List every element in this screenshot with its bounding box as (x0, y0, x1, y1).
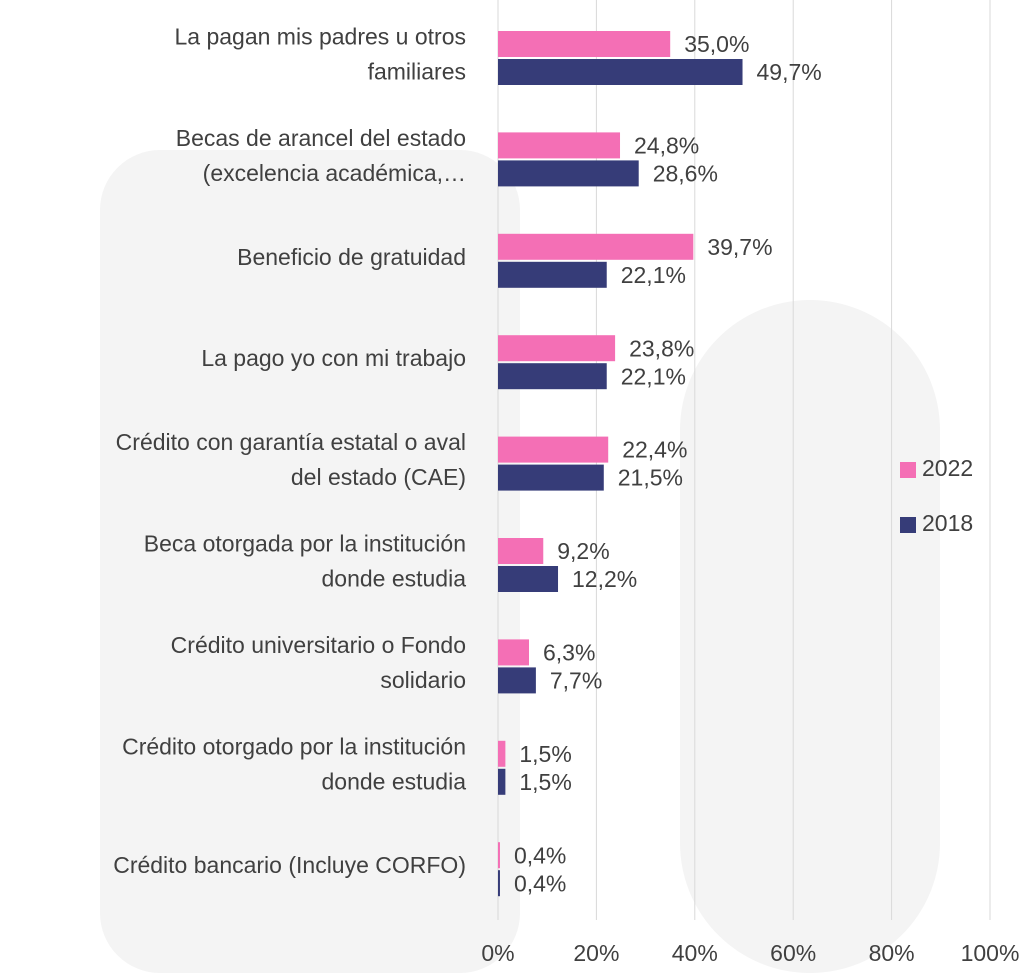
value-label: 49,7% (757, 59, 822, 85)
x-tick-label: 60% (770, 940, 816, 966)
category-label: Crédito bancario (Incluye CORFO) (113, 852, 466, 878)
category-label: Becas de arancel del estado (excelencia a… (176, 125, 466, 186)
value-label: 21,5% (618, 465, 683, 491)
value-label: 22,1% (621, 363, 686, 389)
watermark (100, 150, 940, 973)
value-label: 22,1% (621, 262, 686, 288)
value-label: 6,3% (543, 639, 595, 665)
value-label: 28,6% (653, 160, 718, 186)
value-label: 9,2% (557, 538, 609, 564)
category-label: La pago yo con mi trabajo (201, 345, 466, 371)
value-label: 35,0% (684, 31, 749, 57)
bar (498, 436, 609, 463)
legend-swatch (900, 517, 916, 533)
value-label: 22,4% (622, 437, 687, 463)
bar (498, 59, 743, 85)
x-tick-label: 20% (573, 940, 619, 966)
value-label: 12,2% (572, 566, 637, 592)
bar (498, 363, 607, 390)
legend-label: 2018 (922, 510, 973, 536)
bar (498, 464, 604, 491)
bar (498, 538, 544, 564)
bar (498, 842, 500, 869)
category-label: Beca otorgada por la institución donde es… (144, 531, 466, 592)
bar (498, 667, 536, 694)
bar (498, 31, 671, 57)
x-tick-label: 40% (672, 940, 718, 966)
bar (498, 639, 529, 666)
category-label: La pagan mis padres u otros familiares (174, 24, 466, 85)
value-label: 0,4% (514, 842, 566, 868)
value-label: 24,8% (634, 132, 699, 158)
value-label: 23,8% (629, 335, 694, 361)
value-label: 1,5% (519, 769, 571, 795)
bar (498, 160, 639, 187)
value-label: 1,5% (519, 741, 571, 767)
legend-swatch (900, 462, 916, 478)
x-tick-label: 0% (481, 940, 514, 966)
value-label: 7,7% (550, 667, 602, 693)
category-label: Beneficio de gratuidad (237, 244, 466, 270)
x-tick-label: 100% (961, 940, 1020, 966)
legend-label: 2022 (922, 455, 973, 481)
bar (498, 768, 506, 795)
bar (498, 132, 621, 159)
bar (498, 261, 607, 288)
category-label: Crédito otorgado por la institución donde… (122, 733, 466, 794)
bar (498, 740, 506, 767)
bar (498, 566, 559, 592)
value-label: 0,4% (514, 870, 566, 896)
category-label: Crédito con garantía estatal o aval del e… (116, 429, 466, 490)
bar (498, 335, 616, 362)
x-tick-label: 80% (869, 940, 915, 966)
category-label: Crédito universitario o Fondo solidario (171, 632, 466, 693)
value-label: 39,7% (707, 234, 772, 260)
bar (498, 870, 500, 897)
bar (498, 233, 694, 260)
